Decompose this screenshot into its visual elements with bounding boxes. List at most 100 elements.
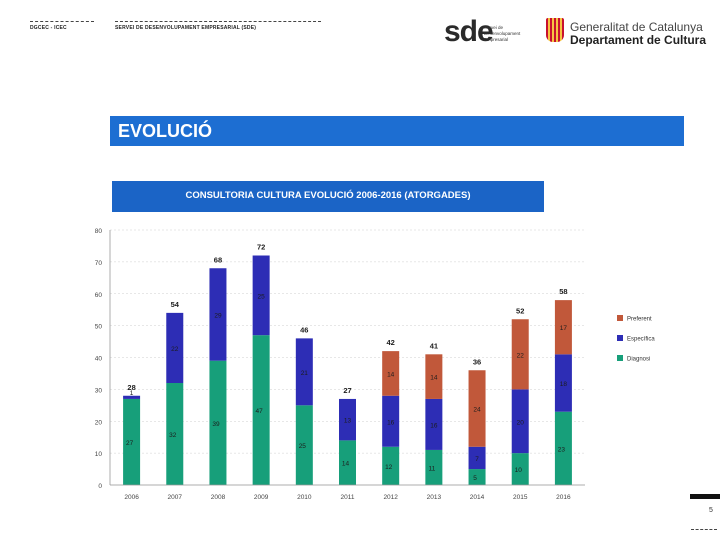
segment-label: 25	[299, 443, 307, 450]
chart-title: CONSULTORIA CULTURA EVOLUCIÓ 2006-2016 (…	[185, 190, 471, 201]
section-title: EVOLUCIÓ	[118, 121, 213, 141]
segment-label: 23	[558, 446, 566, 453]
sde-logo-letters: sde	[444, 15, 494, 48]
segment-label: 5	[473, 475, 477, 482]
x-tick-label: 2007	[168, 494, 183, 501]
bar-segment	[511, 319, 529, 390]
segment-label: 22	[517, 352, 525, 359]
legend-label: Preferent	[627, 317, 652, 323]
total-label: 54	[171, 300, 180, 309]
legend-swatch	[617, 335, 623, 341]
sde-logo-text: Servei de Desenvolupament Empresarial	[484, 25, 534, 43]
x-tick-label: 2006	[124, 494, 139, 501]
segment-label: 22	[171, 346, 179, 353]
bar-segment	[425, 398, 443, 450]
legend-label: Diagnosi	[627, 357, 650, 363]
generalitat-emblem-icon	[546, 18, 564, 42]
x-tick-label: 2013	[427, 494, 442, 501]
segment-label: 12	[385, 464, 393, 471]
page-number: 5	[709, 507, 713, 514]
y-tick-label: 30	[95, 387, 103, 394]
y-tick-label: 60	[95, 292, 103, 299]
segment-label: 32	[169, 432, 177, 439]
bar-segment	[339, 440, 356, 485]
y-tick-label: 10	[95, 451, 103, 458]
segment-label: 24	[473, 407, 481, 414]
x-tick-label: 2012	[383, 494, 398, 501]
bar-segment	[425, 354, 443, 399]
section-title-band: EVOLUCIÓ	[110, 116, 684, 146]
header-mid-label: SERVEI DE DESENVOLUPAMENT EMPRESARIAL (S…	[115, 25, 257, 31]
legend-layer: Preferent Específica Diagnosi	[617, 315, 655, 363]
bar-segment	[166, 383, 184, 485]
total-label: 46	[300, 325, 308, 334]
header-left-label: DGCEC - ICEC	[30, 25, 67, 31]
total-label: 36	[473, 357, 481, 366]
segment-label: 29	[214, 312, 222, 319]
y-tick-label: 50	[95, 324, 103, 331]
total-label: 28	[127, 383, 135, 392]
generalitat-name: Generalitat de Catalunya	[570, 20, 703, 34]
y-tick-label: 0	[98, 483, 102, 490]
segment-label: 20	[517, 419, 525, 426]
total-label: 68	[214, 255, 222, 264]
y-tick-label: 40	[95, 356, 103, 363]
segment-label: 1	[130, 390, 134, 397]
footer-rule	[691, 529, 717, 530]
y-tick-label: 80	[95, 228, 103, 235]
segment-label: 21	[301, 370, 309, 377]
segment-label: 11	[428, 465, 435, 472]
bar-segment	[554, 411, 572, 485]
bar-segment	[252, 335, 270, 485]
bar-segment	[166, 312, 184, 383]
chart-title-banner: CONSULTORIA CULTURA EVOLUCIÓ 2006-2016 (…	[112, 181, 544, 212]
segment-label: 13	[344, 418, 352, 425]
segment-label: 27	[126, 440, 134, 447]
segment-label: 16	[387, 419, 395, 426]
x-tick-label: 2008	[211, 494, 226, 501]
legend-swatch	[617, 355, 623, 361]
bar-segment	[123, 395, 141, 399]
segment-label: 14	[430, 375, 438, 382]
bars-layer	[123, 255, 572, 485]
segment-label: 17	[560, 325, 568, 332]
bar-segment	[468, 446, 486, 470]
segment-label: 47	[256, 408, 264, 415]
bar-segment	[209, 360, 227, 485]
x-tick-label: 2014	[470, 494, 485, 501]
segment-label: 14	[387, 371, 395, 378]
x-tick-label: 2010	[297, 494, 312, 501]
bar-segment	[511, 389, 529, 454]
bar-segment	[252, 255, 270, 336]
bar-segment	[468, 469, 486, 485]
sde-logo: sde Servei de Desenvolupament Empresaria…	[444, 16, 534, 48]
y-tick-label: 20	[95, 419, 103, 426]
y-tick-label: 70	[95, 260, 103, 267]
bar-segment	[382, 395, 400, 447]
total-label: 58	[559, 287, 567, 296]
bar-segment	[511, 453, 529, 485]
x-tick-label: 2009	[254, 494, 269, 501]
sde-logo-text-line: Servei de	[484, 25, 504, 30]
segment-label: 25	[258, 293, 266, 300]
bar-segment	[382, 351, 400, 396]
segment-label: 10	[515, 467, 523, 474]
x-tick-label: 2016	[556, 494, 571, 501]
x-tick-label: 2015	[513, 494, 528, 501]
total-label: 52	[516, 306, 524, 315]
segment-label: 7	[475, 456, 479, 463]
header-left-rule	[30, 21, 94, 22]
sde-logo-text-line: Empresarial	[484, 37, 509, 42]
bar-segment	[425, 449, 443, 485]
total-label: 72	[257, 243, 265, 252]
total-label: 27	[343, 386, 351, 395]
segment-label: 16	[430, 422, 438, 429]
bar-segment	[209, 268, 227, 361]
total-label: 41	[430, 341, 438, 350]
bar-segment	[123, 398, 141, 485]
department-name: Departament de Cultura	[570, 33, 707, 47]
bar-segment	[382, 446, 400, 485]
bar-segment	[468, 370, 486, 447]
